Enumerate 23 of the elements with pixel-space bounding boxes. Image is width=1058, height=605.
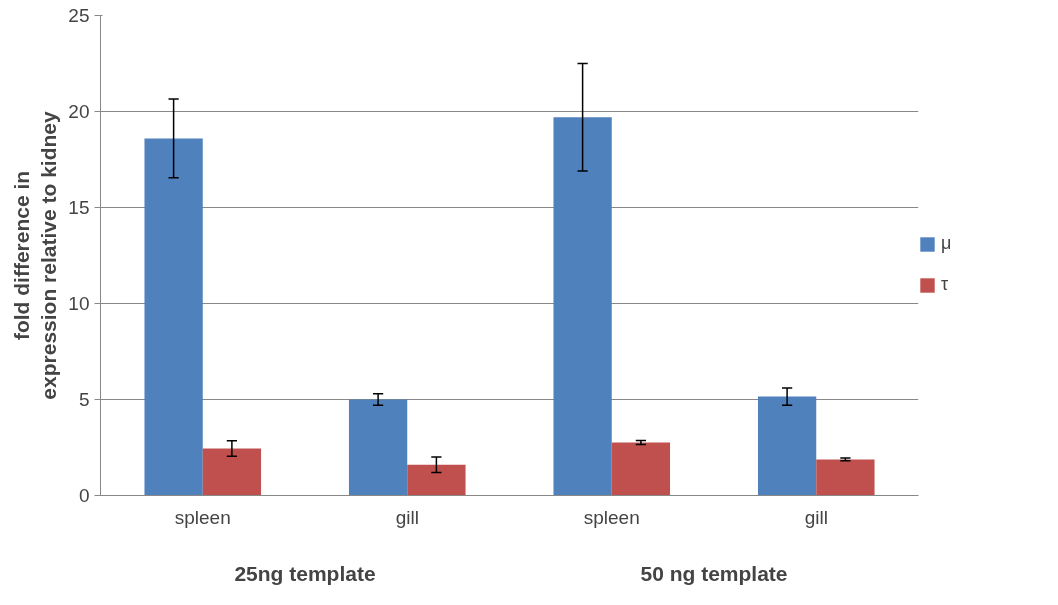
x-tick-label: gill xyxy=(395,506,419,528)
x-tick-label: spleen xyxy=(174,506,231,528)
bar xyxy=(407,464,466,496)
y-tick-label: 15 xyxy=(68,197,90,218)
y-tick-label: 0 xyxy=(78,485,90,506)
bar xyxy=(611,442,671,496)
bar xyxy=(202,448,262,496)
legend-label: μ xyxy=(941,233,953,254)
bar xyxy=(757,396,817,496)
x-tick-label: spleen xyxy=(583,506,640,528)
text: 50 ng template xyxy=(640,561,788,585)
y-tick-label: 10 xyxy=(68,293,90,314)
y-tick-label: 25 xyxy=(68,5,90,26)
bar xyxy=(553,117,612,496)
y-tick-label: 20 xyxy=(68,101,90,122)
x-tick-label: gill xyxy=(804,506,828,528)
bar xyxy=(348,399,408,496)
y-tick-label: 5 xyxy=(78,389,90,410)
bar xyxy=(144,138,203,496)
bar xyxy=(816,459,875,496)
y-axis-title: fold difference in expression relative to kidney xyxy=(9,111,61,400)
legend-label: τ xyxy=(941,274,950,295)
text: 25ng template xyxy=(234,561,376,585)
